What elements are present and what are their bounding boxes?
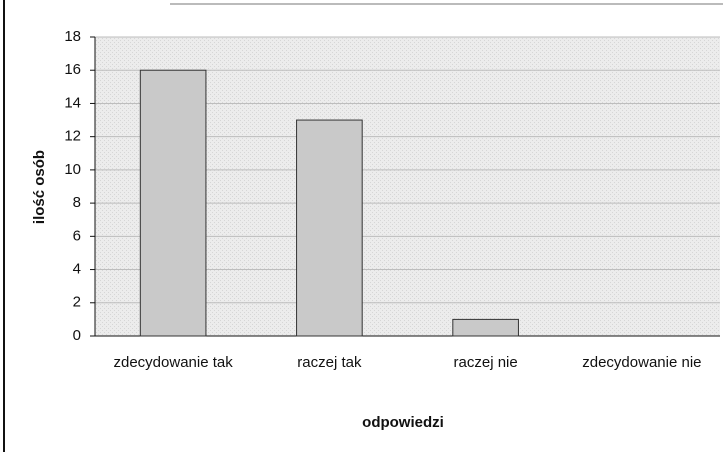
y-tick-label: 0 xyxy=(73,327,81,344)
y-tick-label: 4 xyxy=(73,261,81,278)
y-tick-label: 12 xyxy=(64,128,81,145)
x-tick-label: zdecydowanie nie xyxy=(582,354,701,371)
x-tick-label: raczej tak xyxy=(297,354,362,371)
y-tick-label: 18 xyxy=(64,28,81,45)
y-tick-label: 6 xyxy=(73,227,81,244)
y-tick-label: 2 xyxy=(73,294,81,311)
x-tick-label: raczej nie xyxy=(454,354,518,371)
x-axis-title: odpowiedzi xyxy=(362,414,444,431)
x-tick-label: zdecydowanie tak xyxy=(114,354,234,371)
y-tick-label: 14 xyxy=(64,94,81,111)
y-tick-label: 8 xyxy=(73,194,81,211)
y-axis-title: ilość osób xyxy=(31,150,48,224)
bar xyxy=(139,69,207,337)
y-tick-label: 10 xyxy=(64,161,81,178)
y-tick-label: 16 xyxy=(64,61,81,78)
bar xyxy=(452,318,519,337)
bar xyxy=(296,119,363,337)
